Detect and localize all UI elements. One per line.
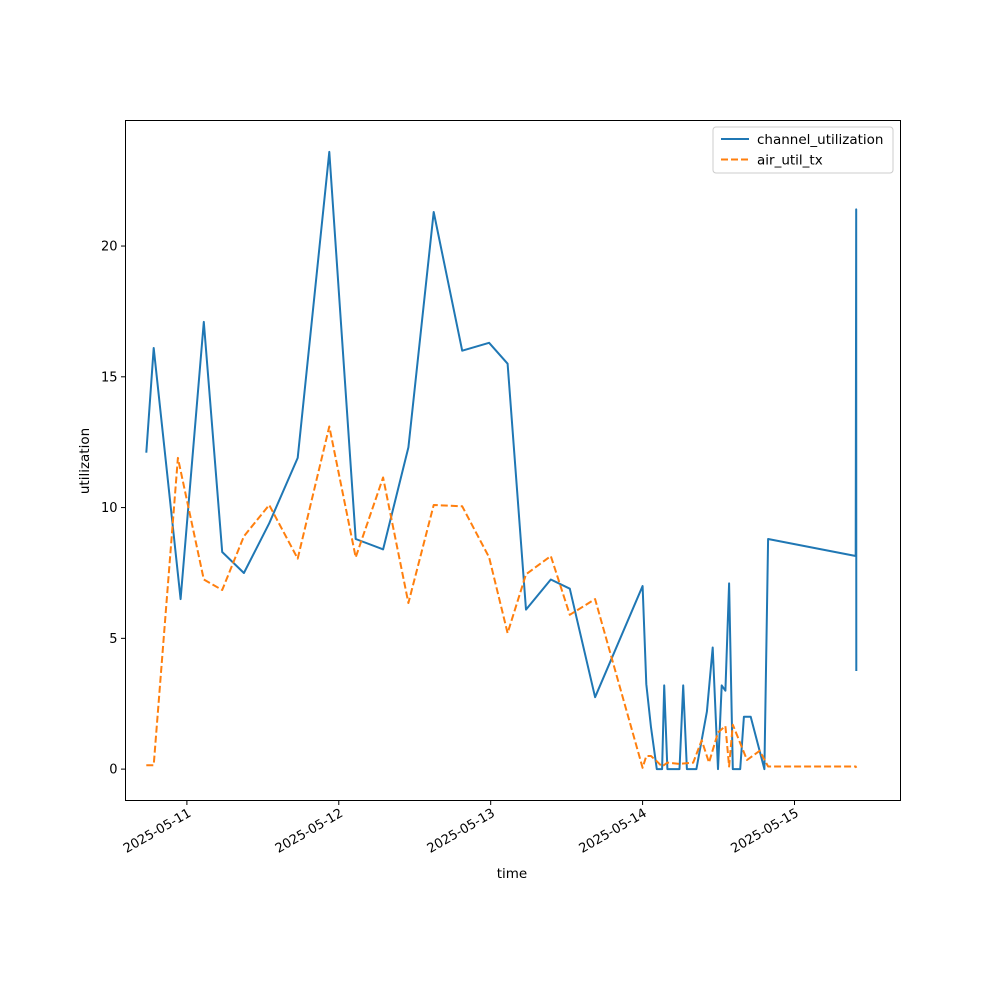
plot-frame: [125, 120, 901, 801]
legend-box: [712, 126, 894, 174]
x-axis-label: time: [497, 866, 528, 882]
series-line-channel-utilization: [145, 150, 858, 771]
x-axis: 2025-05-11 2025-05-12 2025-05-13 2025-05-14…: [121, 800, 802, 857]
y-tick-label: 20: [101, 240, 118, 255]
y-tick-label: 5: [109, 632, 117, 647]
series-layer: [145, 150, 858, 771]
y-tick-label: 15: [101, 370, 118, 385]
series-line-air-util-tx: [146, 425, 858, 769]
x-tick-label: 2025-05-15: [729, 806, 802, 857]
x-tick-label: 2025-05-12: [273, 806, 346, 857]
y-tick-label: 0: [109, 763, 117, 778]
y-tick-label: 10: [101, 501, 118, 516]
y-axis-label: utilization: [77, 428, 93, 494]
x-tick-label: 2025-05-11: [121, 806, 194, 857]
legend: channel_utilization air_util_tx: [712, 126, 894, 174]
legend-label-channel-utilization: channel_utilization: [757, 132, 884, 148]
x-tick-label: 2025-05-13: [425, 806, 498, 857]
y-axis: 0 5 10 15 20: [101, 240, 126, 778]
x-tick-label: 2025-05-14: [577, 806, 650, 857]
legend-label-air-util-tx: air_util_tx: [757, 153, 823, 169]
